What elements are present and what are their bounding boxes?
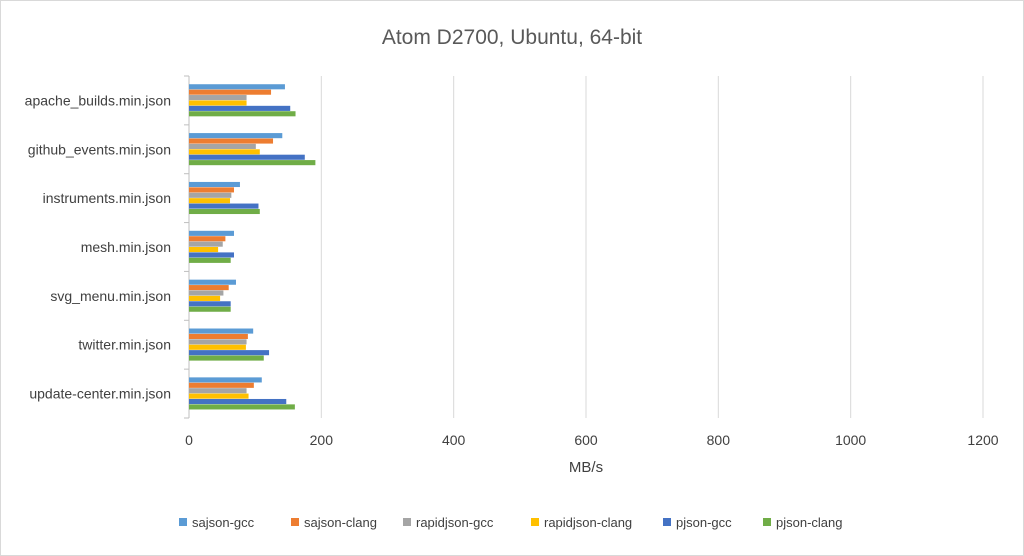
x-tick-label: 800	[707, 432, 731, 448]
category-label: mesh.min.json	[81, 239, 171, 255]
bar	[189, 328, 254, 334]
legend-label: pjson-clang	[776, 515, 843, 530]
bar	[189, 133, 283, 139]
category-label: update-center.min.json	[29, 386, 171, 402]
x-tick-label: 1200	[967, 432, 998, 448]
bar	[189, 290, 224, 296]
legend-label: rapidjson-gcc	[416, 515, 494, 530]
legend-label: sajson-clang	[304, 515, 377, 530]
bar	[189, 279, 236, 285]
bar	[189, 154, 305, 160]
category-label: instruments.min.json	[43, 190, 171, 206]
legend-swatch	[403, 518, 411, 526]
bar	[189, 344, 246, 350]
legend-item: sajson-gcc	[179, 515, 255, 530]
category-label: twitter.min.json	[78, 337, 171, 353]
x-tick-labels: 0 200 400 600 800 1000 1200	[185, 432, 999, 448]
x-tick-label: 0	[185, 432, 193, 448]
bar	[189, 306, 231, 312]
bar	[189, 377, 262, 383]
bar	[189, 100, 247, 106]
x-tick-label: 600	[574, 432, 598, 448]
bar	[189, 160, 316, 166]
bar	[189, 388, 247, 394]
bars	[189, 84, 316, 410]
legend-label: sajson-gcc	[192, 515, 255, 530]
bar	[189, 295, 221, 301]
bar	[189, 404, 295, 410]
bar	[189, 247, 219, 253]
bar	[189, 230, 234, 236]
legend-item: rapidjson-gcc	[403, 515, 494, 530]
bar	[189, 355, 264, 361]
bar	[189, 89, 272, 95]
bar	[189, 393, 249, 399]
bar	[189, 95, 247, 101]
legend-swatch	[531, 518, 539, 526]
bar	[189, 181, 240, 188]
bar	[189, 301, 231, 307]
bar	[189, 187, 234, 193]
bar	[189, 198, 231, 204]
x-tick-label: 1000	[835, 432, 866, 448]
bar	[189, 252, 234, 258]
bar	[189, 333, 248, 340]
legend-item: pjson-gcc	[663, 515, 732, 530]
legend: sajson-gcc sajson-clang rapidjson-gcc rapid…	[179, 515, 843, 530]
legend-swatch	[763, 518, 771, 526]
legend-item: rapidjson-clang	[531, 515, 632, 530]
category-label: svg_menu.min.json	[50, 288, 171, 304]
bar	[189, 192, 232, 198]
bar	[189, 105, 291, 111]
bar	[189, 203, 259, 209]
x-tick-label: 200	[310, 432, 334, 448]
bar	[189, 143, 256, 149]
bar	[189, 111, 296, 117]
legend-label: rapidjson-clang	[544, 515, 632, 530]
bar	[189, 257, 231, 263]
bar	[189, 208, 260, 215]
bar	[189, 236, 226, 242]
bar	[189, 84, 285, 90]
gridlines	[184, 75, 984, 419]
legend-item: sajson-clang	[291, 515, 377, 530]
bar	[189, 285, 229, 291]
legend-swatch	[663, 518, 671, 526]
bar	[189, 382, 254, 388]
category-label: github_events.min.json	[28, 141, 171, 157]
legend-swatch	[179, 518, 187, 526]
category-labels: apache_builds.min.json github_events.min.…	[25, 92, 171, 401]
legend-label: pjson-gcc	[676, 515, 732, 530]
bar	[189, 398, 287, 405]
bar	[189, 350, 270, 356]
bar	[189, 339, 247, 345]
bar	[189, 138, 274, 144]
chart-title: Atom D2700, Ubuntu, 64-bit	[382, 26, 642, 49]
x-tick-label: 400	[442, 432, 466, 448]
bar	[189, 241, 223, 247]
legend-swatch	[291, 518, 299, 526]
x-axis-label: MB/s	[569, 459, 603, 476]
bar	[189, 149, 260, 155]
category-label: apache_builds.min.json	[25, 92, 171, 108]
legend-item: pjson-clang	[763, 515, 843, 530]
